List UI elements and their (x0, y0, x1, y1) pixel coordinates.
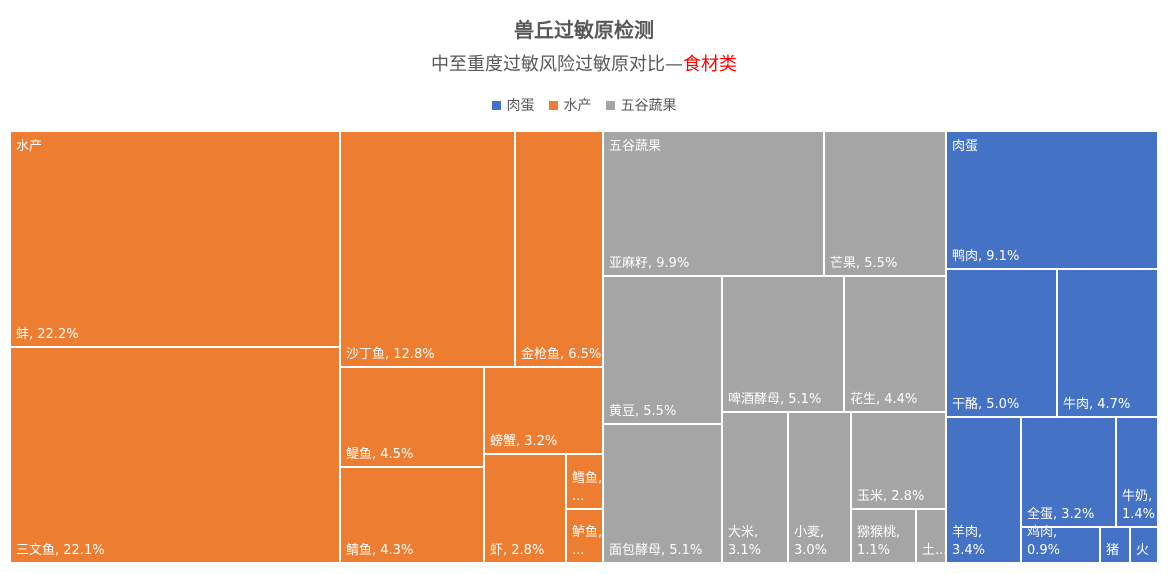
treemap-cell-0-2[interactable] (341, 132, 514, 366)
treemap-label-1-4: 花生, 4.4% (850, 391, 917, 407)
treemap-label-0-9: 鲈鱼,... (572, 524, 602, 558)
treemap-label-1-8: 玉米, 2.8% (857, 489, 924, 504)
treemap-label-1-3: 啤酒酵母, 5.1% (728, 392, 821, 407)
treemap-group-label-2: 肉蛋 (952, 139, 978, 154)
legend-swatch-meat-egg (491, 100, 501, 110)
treemap-label-1-2: 黄豆, 5.5% (609, 404, 676, 419)
treemap-label-1-1: 芒果, 5.5% (830, 255, 897, 271)
subtitle-accent: 食材类 (683, 54, 737, 75)
legend-item-grains-produce[interactable]: 五谷蔬果 (605, 95, 677, 115)
treemap-group-label-1: 五谷蔬果 (609, 139, 661, 154)
chart-legend: 肉蛋 水产 五谷蔬果 (0, 95, 1168, 115)
treemap-label-2-4: 全蛋, 3.2% (1027, 506, 1094, 522)
legend-label-grains-produce: 五谷蔬果 (620, 98, 677, 114)
treemap-label-2-1: 干酪, 5.0% (952, 396, 1019, 412)
treemap-cell-1-1[interactable] (825, 132, 945, 275)
treemap-cell-2-7[interactable] (1101, 528, 1129, 562)
treemap-cell-1-0[interactable] (604, 132, 823, 275)
legend-item-meat-egg[interactable]: 肉蛋 (491, 95, 535, 115)
treemap-label-0-3: 金枪鱼, 6.5% (521, 346, 601, 362)
treemap-label-1-10: 土... (922, 543, 947, 558)
treemap-label-2-3: 羊肉, 3.4% (952, 524, 985, 558)
treemap-cell-1-2[interactable] (604, 277, 721, 423)
treemap-cell-1-3[interactable] (723, 277, 843, 411)
treemap-label-0-1: 三文鱼, 22.1% (16, 542, 105, 558)
treemap-label-2-7: 猪 (1106, 543, 1119, 558)
treemap-cell-2-2[interactable] (1058, 270, 1157, 416)
treemap-cell-2-6[interactable] (1022, 528, 1099, 562)
treemap-cell-2-8[interactable] (1131, 528, 1157, 562)
treemap-label-1-6: 大米, 3.1% (728, 525, 761, 558)
treemap-cell-0-5[interactable] (341, 468, 483, 562)
treemap-cell-0-3[interactable] (516, 132, 602, 366)
treemap-label-0-0: 蚌, 22.2% (16, 327, 79, 342)
treemap-cell-0-7[interactable] (485, 455, 565, 562)
treemap-label-2-8: 火 (1136, 543, 1149, 558)
chart-title: 兽丘过敏原检测 (514, 18, 654, 42)
treemap-cell-1-5[interactable] (604, 425, 721, 562)
treemap-cell-2-1[interactable] (947, 270, 1056, 416)
treemap-label-2-6: 鸡肉, 0.9% (1027, 524, 1060, 558)
legend-label-seafood: 水产 (563, 98, 592, 114)
treemap-group-2: 鸭肉, 9.1% 干酪, 5.0% 牛肉, 4.7% 羊肉, 3.4% 全蛋, 3.2% 牛… (947, 132, 1157, 562)
treemap-label-1-9: 猕猴桃, 1.1% (857, 525, 900, 558)
treemap-label-0-6: 螃蟹, 3.2% (490, 433, 557, 449)
treemap-label-1-7: 小麦, 3.0% (794, 525, 827, 558)
treemap-group-1: 亚麻籽, 9.9% 芒果, 5.5% 黄豆, 5.5% 啤酒酵母, 5.1% 花生, 4… (604, 132, 947, 562)
treemap-label-2-2: 牛肉, 4.7% (1063, 397, 1130, 412)
treemap-label-0-8: 鳕鱼,... (572, 470, 602, 504)
treemap-cell-1-4[interactable] (845, 277, 945, 411)
treemap-cell-1-9[interactable] (852, 510, 915, 562)
treemap-group-label-0: 水产 (16, 139, 42, 154)
chart-subtitle: 中至重度过敏风险过敏原对比—食材类 (0, 50, 1168, 76)
treemap-cell-0-1[interactable] (11, 348, 339, 562)
treemap-label-0-5: 鲭鱼, 4.3% (346, 542, 413, 558)
treemap-cell-2-5[interactable] (1117, 418, 1157, 526)
treemap-cell-1-10[interactable] (917, 510, 945, 562)
treemap-cell-1-8[interactable] (852, 413, 945, 508)
treemap-cell-0-0[interactable] (11, 132, 339, 346)
treemap-cell-2-3[interactable] (947, 418, 1020, 562)
treemap-cell-0-4[interactable] (341, 368, 483, 466)
treemap-label-2-0: 鸭肉, 9.1% (952, 249, 1019, 264)
subtitle-main: 中至重度过敏风险过敏原对比— (431, 54, 683, 75)
treemap-label-2-5: 牛奶, 1.4% (1122, 489, 1155, 522)
treemap-cell-1-6[interactable] (723, 413, 787, 562)
treemap-label-1-0: 亚麻籽, 9.9% (609, 256, 689, 271)
treemap-cell-0-6[interactable] (485, 368, 602, 453)
treemap-label-0-4: 鳀鱼, 4.5% (346, 446, 413, 462)
treemap-label-0-2: 沙丁鱼, 12.8% (346, 346, 435, 362)
treemap-cell-0-8[interactable] (567, 455, 602, 508)
treemap-group-0: 蚌, 22.2% 三文鱼, 22.1% 沙丁鱼, 12.8% 金枪鱼, 6.5% 鳀鱼,… (11, 132, 602, 562)
treemap-label-1-5: 面包酵母, 5.1% (609, 543, 702, 558)
treemap-label-0-7: 虾, 2.8% (490, 543, 544, 558)
treemap-cell-2-4[interactable] (1022, 418, 1115, 526)
legend-label-meat-egg: 肉蛋 (506, 98, 535, 114)
treemap-cell-2-0[interactable] (947, 132, 1157, 268)
legend-item-seafood[interactable]: 水产 (548, 95, 592, 115)
legend-swatch-seafood (548, 100, 558, 110)
treemap-cell-0-9[interactable] (567, 510, 602, 562)
legend-swatch-grains-produce (605, 100, 615, 110)
treemap-cell-1-7[interactable] (789, 413, 850, 562)
